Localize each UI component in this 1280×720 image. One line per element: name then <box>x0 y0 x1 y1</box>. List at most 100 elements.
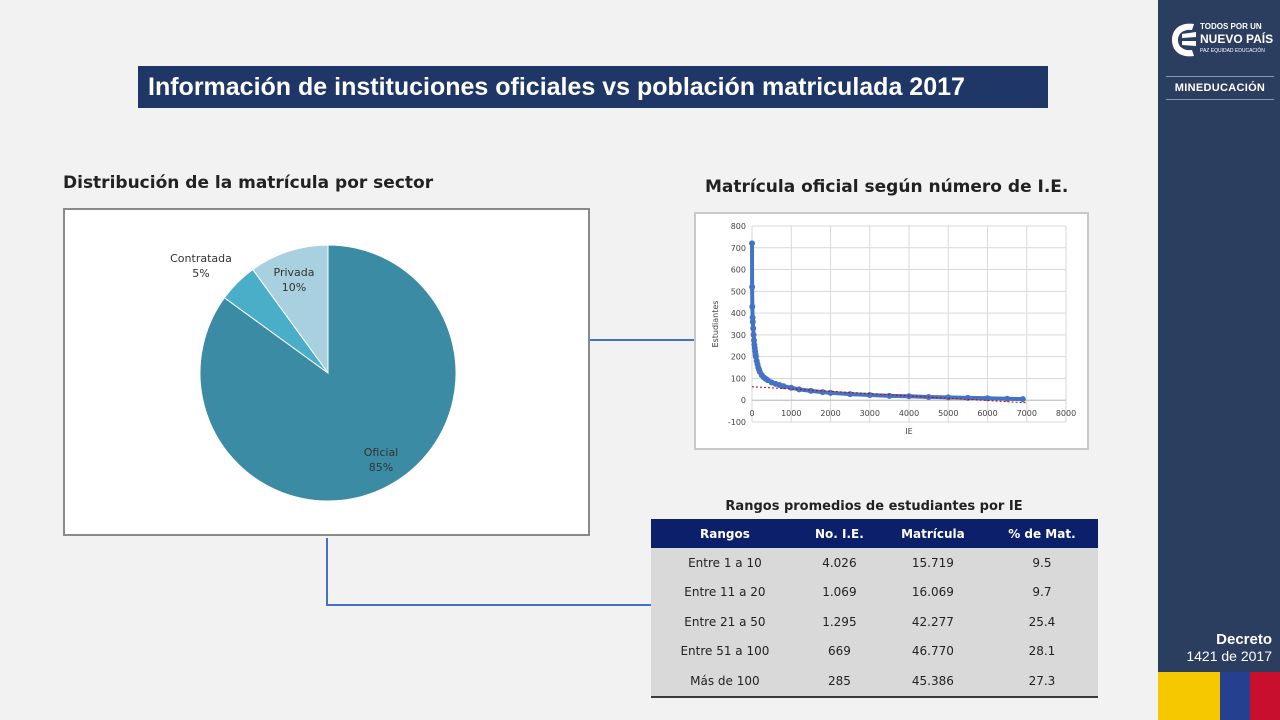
ministry-label: MINEDUCACIÓN <box>1166 76 1274 100</box>
y-tick-label: 700 <box>731 244 746 253</box>
logo-text-line2: NUEVO PAÍS <box>1200 32 1274 46</box>
slide-title: Información de instituciones oficiales v… <box>138 66 1048 108</box>
scatter-point <box>749 303 756 310</box>
scatter-chart: 0 1000 2000 3000 4000 5000 6000 7000 8000-100010… <box>711 222 1076 436</box>
scatter-point <box>1019 396 1026 403</box>
decree-label: Decreto <box>1216 631 1272 648</box>
scatter-point <box>750 331 757 338</box>
table-row: Entre 51 a 100 669 46.770 28.1 <box>651 636 1098 666</box>
colombia-flag-icon <box>1172 23 1196 57</box>
pie-value-contratada: 5% <box>192 267 209 280</box>
pie-slice-privada <box>252 244 329 375</box>
table-row: Más de 100 285 45.386 27.3 <box>651 666 1098 698</box>
cell-matricula: 15.719 <box>879 548 986 578</box>
y-tick-label: 600 <box>731 266 746 275</box>
cell-pct: 9.7 <box>985 577 1098 607</box>
x-axis-title: IE <box>905 427 912 436</box>
scatter-point <box>1004 395 1011 402</box>
cell-pct: 25.4 <box>985 607 1098 637</box>
pie-value-privada: 10% <box>282 281 306 294</box>
scatter-point <box>750 325 757 332</box>
y-tick-label: 200 <box>731 353 746 362</box>
cell-rango: Más de 100 <box>651 666 799 698</box>
scatter-point <box>964 394 971 401</box>
cell-pct: 27.3 <box>985 666 1098 698</box>
scatter-point <box>945 394 952 401</box>
scatter-point <box>749 240 756 247</box>
x-tick-label: 4000 <box>899 409 919 418</box>
scatter-series-line <box>750 241 1025 402</box>
col-header-rangos: Rangos <box>651 519 799 548</box>
x-tick-label: 0 <box>749 409 754 418</box>
cell-no-ie: 1.295 <box>798 607 880 637</box>
scatter-point <box>788 384 795 391</box>
cell-no-ie: 1.069 <box>798 577 880 607</box>
cell-matricula: 45.386 <box>879 666 986 698</box>
ranges-table: Rangos No. I.E. Matrícula % de Mat. Entr… <box>651 519 1098 698</box>
x-tick-label: 2000 <box>820 409 840 418</box>
table-row: Entre 11 a 20 1.069 16.069 9.7 <box>651 577 1098 607</box>
scatter-point <box>866 391 873 398</box>
decree-number: 1421 de 2017 <box>1186 648 1272 664</box>
cell-rango: Entre 21 a 50 <box>651 607 799 637</box>
scatter-point <box>796 386 803 393</box>
logo-text-line1: TODOS POR UN <box>1200 22 1262 31</box>
cell-rango: Entre 1 a 10 <box>651 548 799 578</box>
scatter-point <box>984 395 991 402</box>
y-tick-label: 500 <box>731 287 746 296</box>
y-axis-title: Estudiantes <box>711 301 720 348</box>
trendline <box>751 386 1027 404</box>
x-tick-label: 7000 <box>1017 409 1037 418</box>
flag-stripe-blue <box>1220 672 1250 720</box>
y-tick-label: 800 <box>731 222 746 231</box>
scatter-point <box>819 389 826 396</box>
cell-matricula: 46.770 <box>879 636 986 666</box>
cell-no-ie: 285 <box>798 666 880 698</box>
scatter-section-title: Matrícula oficial según número de I.E. <box>705 177 1069 197</box>
cell-no-ie: 4.026 <box>798 548 880 578</box>
cell-no-ie: 669 <box>798 636 880 666</box>
scatter-point <box>886 392 893 399</box>
x-tick-label: 5000 <box>938 409 958 418</box>
cell-pct: 9.5 <box>985 548 1098 578</box>
flag-stripe-yellow <box>1158 672 1220 720</box>
scatter-chart-frame: 0 1000 2000 3000 4000 5000 6000 7000 8000 -100 0 10… <box>694 212 1089 450</box>
pie-label-contratada: Contratada <box>170 252 232 265</box>
pie-label-oficial: Oficial <box>364 446 399 459</box>
slide: Información de instituciones oficiales v… <box>63 66 1098 698</box>
table-header-row: Rangos No. I.E. Matrícula % de Mat. <box>651 519 1098 548</box>
col-header-pct-mat: % de Mat. <box>985 519 1098 548</box>
y-tick-label: 300 <box>731 331 746 340</box>
x-tick-label: 6000 <box>977 409 997 418</box>
x-tick-label: 8000 <box>1056 409 1076 418</box>
scatter-point <box>749 318 756 325</box>
cell-matricula: 42.277 <box>879 607 986 637</box>
pie-section-title: Distribución de la matrícula por sector <box>63 173 434 193</box>
cell-pct: 28.1 <box>985 636 1098 666</box>
col-header-matricula: Matrícula <box>879 519 986 548</box>
x-tick-label: 3000 <box>860 409 880 418</box>
scatter-point <box>750 337 757 344</box>
table-title: Rangos promedios de estudiantes por IE <box>725 499 1023 514</box>
table-row: Entre 1 a 10 4.026 15.719 9.5 <box>651 548 1098 578</box>
sidebar <box>1158 0 1280 720</box>
y-tick-label: 100 <box>731 374 746 383</box>
logo-text-line3: PAZ EQUIDAD EDUCACIÓN <box>1200 48 1265 54</box>
pie-label-privada: Privada <box>274 266 315 279</box>
flag-stripe-red <box>1250 672 1280 720</box>
y-tick-label: 0 <box>741 396 746 405</box>
pie-chart: Oficial 85% Contratada 5% Privada 10% <box>170 244 457 502</box>
cell-rango: Entre 51 a 100 <box>651 636 799 666</box>
connector-pie-to-table <box>326 538 651 606</box>
col-header-no-ie: No. I.E. <box>798 519 880 548</box>
scatter-point <box>749 314 756 321</box>
scatter-point <box>749 283 756 290</box>
cell-matricula: 16.069 <box>879 577 986 607</box>
decree-block: Decreto 1421 de 2017 <box>1176 631 1272 664</box>
x-tick-label: 1000 <box>781 409 801 418</box>
pie-chart-frame: Oficial 85% Contratada 5% Privada 10% <box>63 208 590 536</box>
scatter-point <box>807 387 814 394</box>
pie-value-oficial: 85% <box>369 461 393 474</box>
table-row: Entre 21 a 50 1.295 42.277 25.4 <box>651 607 1098 637</box>
y-tick-label: -100 <box>728 418 746 427</box>
